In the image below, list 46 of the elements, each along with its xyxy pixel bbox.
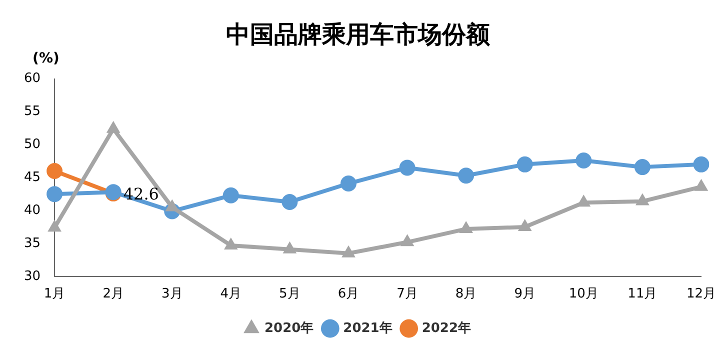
x-tick-label: 9月 <box>514 286 536 302</box>
y-axis-title: (%) <box>32 50 60 66</box>
legend-label: 2021年 <box>343 320 392 336</box>
data-label: 42.6 <box>123 184 159 204</box>
x-tick-label: 12月 <box>686 286 716 302</box>
x-tick-label: 5月 <box>279 286 300 302</box>
y-tick-label: 35 <box>24 236 41 251</box>
point <box>46 163 63 180</box>
x-tick-label: 8月 <box>455 286 477 302</box>
point <box>165 199 180 212</box>
chart-title: 中国品牌乘用车市场份额 <box>226 20 491 49</box>
point <box>46 186 63 202</box>
point <box>48 220 62 232</box>
x-tick-label: 6月 <box>338 286 360 302</box>
x-tick-label: 4月 <box>220 286 242 302</box>
y-tick-label: 60 <box>24 71 41 86</box>
x-tick-label: 7月 <box>396 286 418 302</box>
point <box>282 194 298 210</box>
point <box>399 160 416 176</box>
point <box>576 152 592 168</box>
x-tick-label: 1月 <box>44 286 66 302</box>
x-tick-label: 2月 <box>102 286 124 302</box>
point <box>634 159 650 176</box>
point <box>576 194 591 207</box>
point <box>222 187 239 204</box>
point <box>400 234 414 246</box>
legend-label: 2022年 <box>422 320 472 336</box>
y-tick-label: 50 <box>24 137 41 152</box>
point <box>340 176 356 192</box>
x-tick-label: 3月 <box>161 286 183 302</box>
y-tick-label: 30 <box>24 268 41 284</box>
point <box>636 193 650 206</box>
y-tick-label: 40 <box>24 202 41 218</box>
point <box>282 241 297 254</box>
y-tick-label: 55 <box>24 104 41 120</box>
y-tick-label: 45 <box>24 170 41 185</box>
point <box>693 156 710 172</box>
x-tick-label: 11月 <box>628 286 658 302</box>
point <box>459 220 473 233</box>
legend-label: 2020年 <box>264 320 314 336</box>
point <box>516 156 533 172</box>
point <box>518 219 532 231</box>
point <box>342 245 356 258</box>
point <box>224 237 238 250</box>
x-tick-label: 10月 <box>568 286 598 302</box>
point <box>458 168 474 184</box>
